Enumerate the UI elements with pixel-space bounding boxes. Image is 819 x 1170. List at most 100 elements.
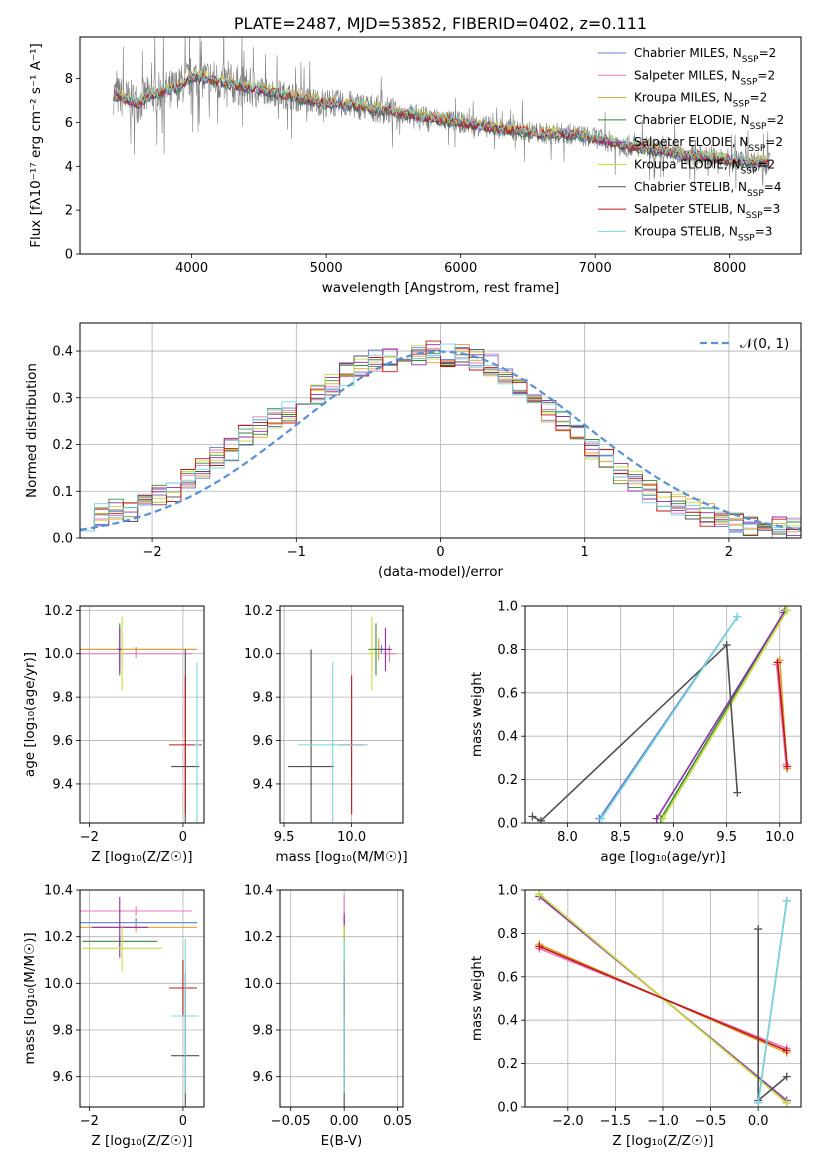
weight-marker [659,814,667,823]
axes-frame [524,889,802,1108]
x-tick-label: −0.05 [271,1114,311,1129]
x-tick-label: 0.00 [330,1114,359,1129]
y-tick-label: 2 [65,204,73,219]
weight-line [538,945,788,1052]
y-tick-label: 0.1 [52,485,73,500]
mass-vs-EBV-plot-area [280,890,403,1107]
y-tick-label: 0.8 [497,927,518,942]
y-tick-label: 10.2 [44,930,73,945]
x-tick-label: 6000 [444,261,477,276]
normal-reference-curve [80,350,801,531]
x-tick-label: 9.5 [274,830,295,845]
weight-marker [722,641,731,650]
y-tick-label: 0.3 [52,391,73,406]
y-tick-label: 9.8 [252,691,273,706]
x-axis-label: mass [log₁₀(M/M☉)] [275,849,407,865]
x-axis-label: (data-model)/error [378,564,504,580]
model-spectrum [113,69,770,166]
weight-marker [733,612,742,621]
weight-marker [782,1098,791,1107]
x-tick-label: 9.5 [716,830,737,845]
legend-entry: Kroupa MILES, NSSP=2 [634,91,767,110]
weight-line [532,643,739,822]
y-tick-label: 10.4 [44,884,73,899]
legend-entry: Chabrier MILES, NSSP=2 [634,46,776,65]
weight-vs-metallicity-panel: −2.0 −1.5 −1.0 −0.5 0.0 0.0 0.2 0.4 0.6 0.8 1.0 Z [… [469,884,802,1149]
y-tick-label: 9.4 [252,777,273,792]
x-tick-label: 10.0 [765,830,794,845]
age-vs-Z-plot-area [80,606,204,823]
weight-marker [773,658,782,667]
x-tick-label: 2 [725,545,733,560]
x-tick-label: 4000 [175,261,208,276]
weight-line [757,900,788,1103]
x-tick-label: 0.05 [383,1114,412,1129]
y-tick-label: 0.0 [52,532,73,547]
axes-frame [79,322,802,539]
y-tick-label: 9.6 [52,734,73,749]
mass-vs-extinction-panel: −0.05 0.00 0.05 9.6 9.8 10.0 10.2 10.4 E(B-V) [244,884,412,1150]
weight-marker [536,816,545,823]
x-tick-label: −1.0 [647,1114,679,1129]
y-tick-label: 1.0 [497,600,518,615]
y-tick-label: 0.0 [497,1101,518,1116]
age-vs-mass-panel: 9.5 10.0 9.4 9.6 9.8 10.0 10.2 mass [log₁₀(M/M☉… [244,604,408,865]
y-axis-label: Normed distribution [24,363,40,498]
legend-entry: Salpeter ELODIE, NSSP=2 [634,135,783,154]
y-tick-label: 4 [65,160,73,175]
weight-line [600,616,738,820]
legend-entry: 𝒩(0, 1) [740,336,789,352]
x-tick-label: −0.5 [695,1114,727,1129]
y-tick-label: 10.0 [244,647,273,662]
age-vs-metallicity-panel: −2 0 9.4 9.6 9.8 10.0 10.2 Z [log₁₀(Z/Z☉)] age [… [22,604,205,865]
y-tick-label: 0.6 [497,970,518,985]
x-tick-label: 8000 [713,261,746,276]
legend-entry: Kroupa STELIB, NSSP=3 [634,224,772,243]
weight-line [655,612,785,820]
y-tick-label: 0.2 [497,773,518,788]
x-axis-label: Z [log₁₀(Z/Z☉)] [91,1133,192,1149]
x-axis-label: Z [log₁₀(Z/Z☉)] [91,849,192,865]
y-tick-label: 10.0 [44,647,73,662]
residual-histogram [80,353,801,533]
x-tick-label: 8.0 [557,830,578,845]
y-tick-label: 10.4 [244,884,273,899]
x-tick-label: −2 [143,545,162,560]
y-axis-label: Flux [fλ10⁻¹⁷ erg cm⁻² s⁻¹ A⁻¹] [28,43,44,248]
age-vs-mass-plot-area [280,606,403,823]
observed-spectrum [113,37,771,189]
y-tick-label: 10.2 [44,604,73,619]
weight-marker [754,925,763,934]
x-tick-label: −2.0 [552,1114,584,1129]
x-axis-label: Z [log₁₀(Z/Z☉)] [612,1133,713,1149]
legend-entry: Salpeter MILES, NSSP=2 [634,68,775,87]
y-tick-label: 9.8 [52,1024,73,1039]
legend-entry: Chabrier ELODIE, NSSP=2 [634,113,784,132]
y-tick-label: 9.6 [252,734,273,749]
x-tick-label: −1.5 [600,1114,632,1129]
spectrum-plot-area [113,37,771,189]
weight-marker [782,1072,791,1081]
x-tick-label: −1 [287,545,306,560]
x-tick-label: 10.0 [337,830,366,845]
weight-marker [535,942,544,951]
y-tick-label: 10.0 [244,977,273,992]
weight-marker [535,890,544,899]
residuals-panel: −2 −1 0 1 2 0.0 0.1 0.2 0.3 0.4 (data-model)/error… [24,322,802,580]
axes-frame [79,605,205,824]
axes-frame [279,889,404,1108]
axes-frame [279,605,404,824]
weight-vs-age-panel: 8.0 8.5 9.0 9.5 10.0 0.0 0.2 0.4 0.6 0.8 1.0 age [l… [469,600,802,865]
x-tick-label: 1 [581,545,589,560]
y-tick-label: 9.6 [52,1070,73,1085]
weight-marker [783,762,792,771]
mass-vs-Z-plot-area [80,890,204,1107]
axes-frame [79,889,205,1108]
mass-vs-metallicity-panel: −2 0 9.6 9.8 10.0 10.2 10.4 Z [log₁₀(Z/Z☉)] mass… [22,884,205,1149]
weight-marker [528,812,537,821]
weight-line [662,609,788,820]
x-tick-label: 9.0 [663,830,684,845]
weight-marker [597,814,606,823]
y-tick-label: 0.2 [52,438,73,453]
